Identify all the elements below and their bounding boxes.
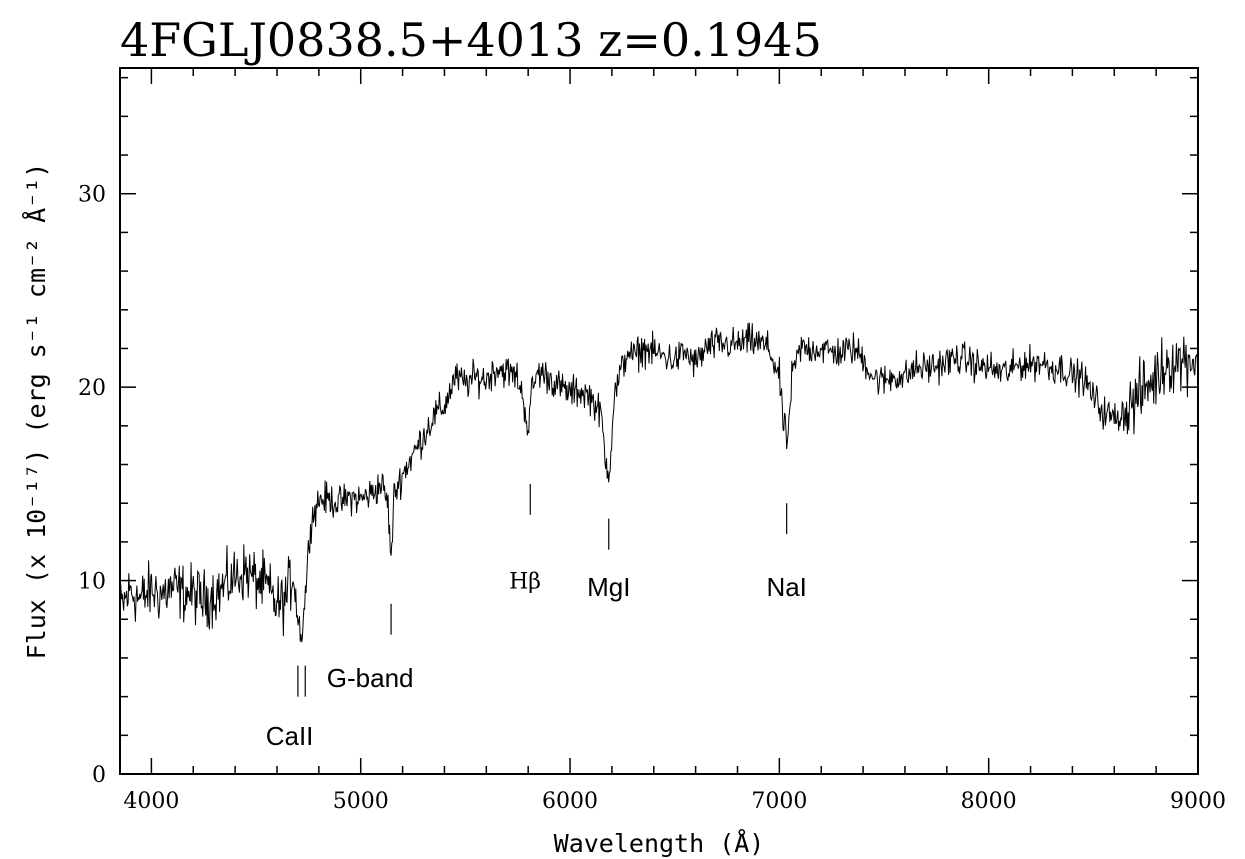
y-tick-label: 30 [78, 183, 106, 208]
line-marker-label: G-band [327, 663, 414, 693]
x-tick-label: 8000 [961, 789, 1017, 814]
line-marker-label: CaII [266, 721, 314, 751]
x-tick-label: 4000 [123, 789, 179, 814]
chart-title: 4FGLJ0838.5+4013 z=0.1945 [120, 13, 822, 67]
y-tick-label: 10 [78, 570, 106, 595]
y-tick-label: 20 [78, 376, 106, 401]
spectral-line-markers: CaII G-band Hβ MgI NaI [266, 483, 807, 751]
line-marker-label: NaI [766, 572, 806, 602]
line-marker-label: MgI [587, 572, 630, 602]
line-marker-label: Hβ [509, 569, 541, 594]
spectrum-line [119, 322, 1199, 643]
x-axis-label: Wavelength (Å) [554, 829, 765, 858]
x-tick-label: 7000 [751, 789, 807, 814]
tick-labels: 4000 5000 6000 7000 8000 9000 0 10 20 30 [78, 183, 1226, 814]
x-tick-label: 5000 [333, 789, 389, 814]
x-tick-label: 6000 [542, 789, 598, 814]
axis-ticks [120, 68, 1199, 775]
y-axis-label: Flux (x 10⁻¹⁷) (erg s⁻¹ cm⁻² Å⁻¹) [22, 163, 51, 660]
y-tick-label: 0 [92, 763, 106, 788]
x-tick-label: 9000 [1170, 789, 1226, 814]
plot-frame [119, 67, 1199, 775]
